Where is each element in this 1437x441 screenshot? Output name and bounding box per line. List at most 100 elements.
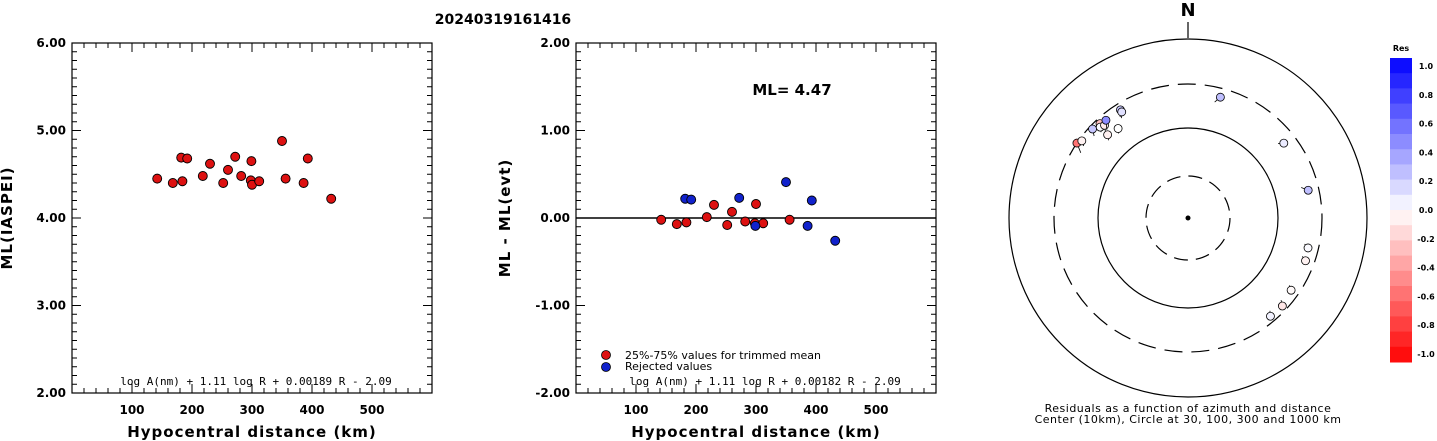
colorbar-cell	[1390, 316, 1412, 333]
middle-data-point	[806, 195, 817, 206]
chart-title: 20240319161416	[435, 12, 571, 28]
station-marker	[1301, 256, 1310, 266]
station-marker	[1077, 136, 1087, 146]
middle-data-point	[784, 214, 795, 225]
left-data-point	[167, 178, 178, 188]
colorbar-label: 1.0	[1419, 62, 1434, 71]
middle-y-tick-label: 2.00	[540, 36, 570, 50]
left-data-point	[152, 173, 163, 184]
left-data-point	[326, 193, 337, 204]
azimuth-distance-panel: N Residuals as a function of azimuth and…	[1008, 0, 1368, 426]
station-marker	[1279, 138, 1289, 148]
station-marker	[1088, 124, 1097, 134]
left-data-point	[223, 164, 233, 175]
station-marker	[1277, 301, 1287, 311]
colorbar-cell	[1390, 346, 1412, 363]
colorbar-cell	[1390, 58, 1412, 74]
left-data-point	[298, 178, 309, 188]
station-residual-markers	[1072, 92, 1313, 321]
middle-data-point	[830, 235, 841, 246]
colorbar-label: 0.0	[1419, 206, 1434, 215]
y-axis-label-left: ML(IASPEI)	[0, 166, 16, 269]
legend-label-trimmed: 25%-75% values for trimmed mean	[625, 349, 821, 362]
station-marker	[1303, 185, 1313, 195]
left-data-point	[205, 158, 215, 169]
left-data-point	[236, 171, 247, 181]
middle-data-point	[671, 219, 682, 230]
middle-data-point	[781, 177, 791, 188]
circle-300km	[1053, 83, 1323, 353]
left-y-tick-label: 2.00	[36, 386, 66, 400]
colorbar-cell	[1390, 331, 1412, 348]
residual-colorbar: Res 1.0 0.8 0.6 0.4 0.2 0.0 -0.2 -0.4 -0.6 -0.8 -1…	[1390, 44, 1435, 363]
colorbar-label: -0.4	[1417, 264, 1435, 273]
ml-residual-panel: 100 200 300 400 500 -2.00 -1.00 0.00 1.00 2.00 ML…	[496, 36, 937, 441]
middle-data-point	[750, 220, 761, 231]
left-data-point	[197, 171, 208, 181]
middle-data-point	[751, 199, 761, 209]
colorbar-cell	[1390, 118, 1412, 135]
left-y-tick-label: 3.00	[36, 299, 66, 313]
colorbar-cell	[1390, 88, 1412, 105]
colorbar-title: Res	[1393, 44, 1410, 53]
colorbar-label: -0.2	[1417, 235, 1435, 244]
station-marker	[1103, 130, 1113, 140]
colorbar-cell	[1390, 73, 1412, 89]
epicenter-dot	[1185, 215, 1191, 221]
colorbar-label: 0.4	[1419, 148, 1434, 157]
station-marker	[1286, 285, 1296, 295]
middle-x-tick-label: 400	[803, 403, 828, 417]
circle-1000km	[1008, 38, 1368, 398]
circle-100km	[1097, 127, 1279, 309]
station-marker	[1113, 124, 1123, 133]
formula-left: log A(nm) + 1.11 log R + 0.00189 R - 2.0…	[120, 375, 392, 388]
left-x-tick-label: 300	[239, 403, 264, 417]
colorbar-label: 0.2	[1419, 177, 1433, 186]
left-data-point	[277, 136, 287, 146]
legend-marker-rejected	[601, 362, 611, 372]
middle-data-point	[734, 192, 745, 203]
left-x-tick-label: 400	[299, 403, 324, 417]
left-data-point	[182, 153, 193, 164]
legend-label-rejected: Rejected values	[625, 360, 712, 373]
colorbar-cell	[1390, 225, 1412, 241]
left-data-point	[246, 156, 257, 167]
middle-x-tick-label: 100	[623, 403, 648, 417]
middle-x-tick-label: 200	[683, 403, 708, 417]
middle-panel-points	[656, 177, 841, 246]
middle-data-point	[701, 212, 712, 223]
middle-y-tick-label: 1.00	[540, 124, 570, 138]
colorbar-cell	[1390, 286, 1412, 302]
station-marker	[1101, 115, 1111, 125]
left-data-point	[302, 153, 313, 164]
ml-iaspei-panel: 100 200 300 400 500 2.00 3.00 4.00 5.00 6.00 Hypo…	[0, 36, 433, 441]
middle-panel-ticks: 100 200 300 400 500 -2.00 -1.00 0.00 1.00 2.00	[535, 36, 936, 417]
colorbar-label: -0.6	[1417, 292, 1435, 301]
colorbar-cell	[1390, 270, 1412, 287]
middle-data-point	[802, 220, 813, 231]
y-axis-label-middle: ML - ML(evt)	[496, 159, 514, 277]
colorbar-cell	[1390, 179, 1412, 196]
x-axis-label-middle: Hypocentral distance (km)	[631, 423, 881, 441]
ml-value-annotation: ML= 4.47	[752, 81, 831, 99]
left-data-point	[254, 176, 265, 187]
colorbar-label: -1.0	[1417, 350, 1435, 359]
plot-frame-left	[71, 42, 433, 394]
left-y-tick-label: 4.00	[36, 211, 66, 225]
middle-y-tick-label: 0.00	[540, 211, 570, 225]
station-marker	[1215, 92, 1225, 102]
colorbar-label: 0.8	[1419, 91, 1434, 100]
left-x-tick-label: 100	[119, 403, 144, 417]
formula-middle: log A(nm) + 1.11 log R + 0.00182 R - 2.0…	[629, 375, 901, 388]
left-data-point	[230, 151, 241, 162]
colorbar-label: -0.8	[1417, 321, 1435, 330]
middle-y-tick-label: -1.00	[535, 299, 570, 313]
left-data-point	[280, 173, 291, 184]
x-axis-label-left: Hypocentral distance (km)	[127, 423, 377, 441]
middle-data-point	[727, 206, 737, 217]
middle-data-point	[681, 217, 692, 228]
station-marker	[1266, 311, 1275, 321]
colorbar-cell	[1390, 240, 1412, 257]
colorbar-cell	[1390, 103, 1412, 120]
